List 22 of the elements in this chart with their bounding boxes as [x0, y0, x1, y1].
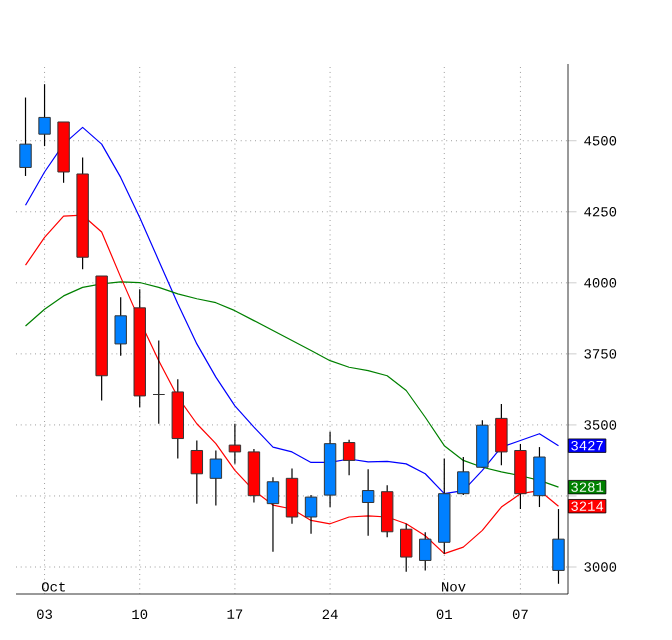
candlestick: [533, 446, 546, 508]
candlestick: [476, 419, 489, 468]
candlestick: [457, 456, 470, 496]
candlestick: [190, 439, 204, 505]
candlestick: [361, 468, 375, 537]
candlestick: [266, 476, 280, 553]
candlestick: [209, 449, 223, 507]
candlestick: [285, 467, 299, 525]
line-series: [24, 126, 560, 495]
candlestick: [38, 83, 51, 147]
candlestick: [171, 378, 185, 460]
candlestick: [419, 531, 432, 572]
candlestick: [304, 494, 318, 535]
candlestick: [228, 423, 242, 465]
candlestick: [514, 443, 527, 510]
candlestick: [247, 448, 261, 504]
candlestick: [114, 296, 127, 357]
candlestick: [19, 96, 32, 177]
candlestick: [380, 484, 394, 538]
candlestick: [342, 439, 356, 476]
candlestick: [495, 403, 508, 466]
candlestick: [152, 339, 165, 425]
